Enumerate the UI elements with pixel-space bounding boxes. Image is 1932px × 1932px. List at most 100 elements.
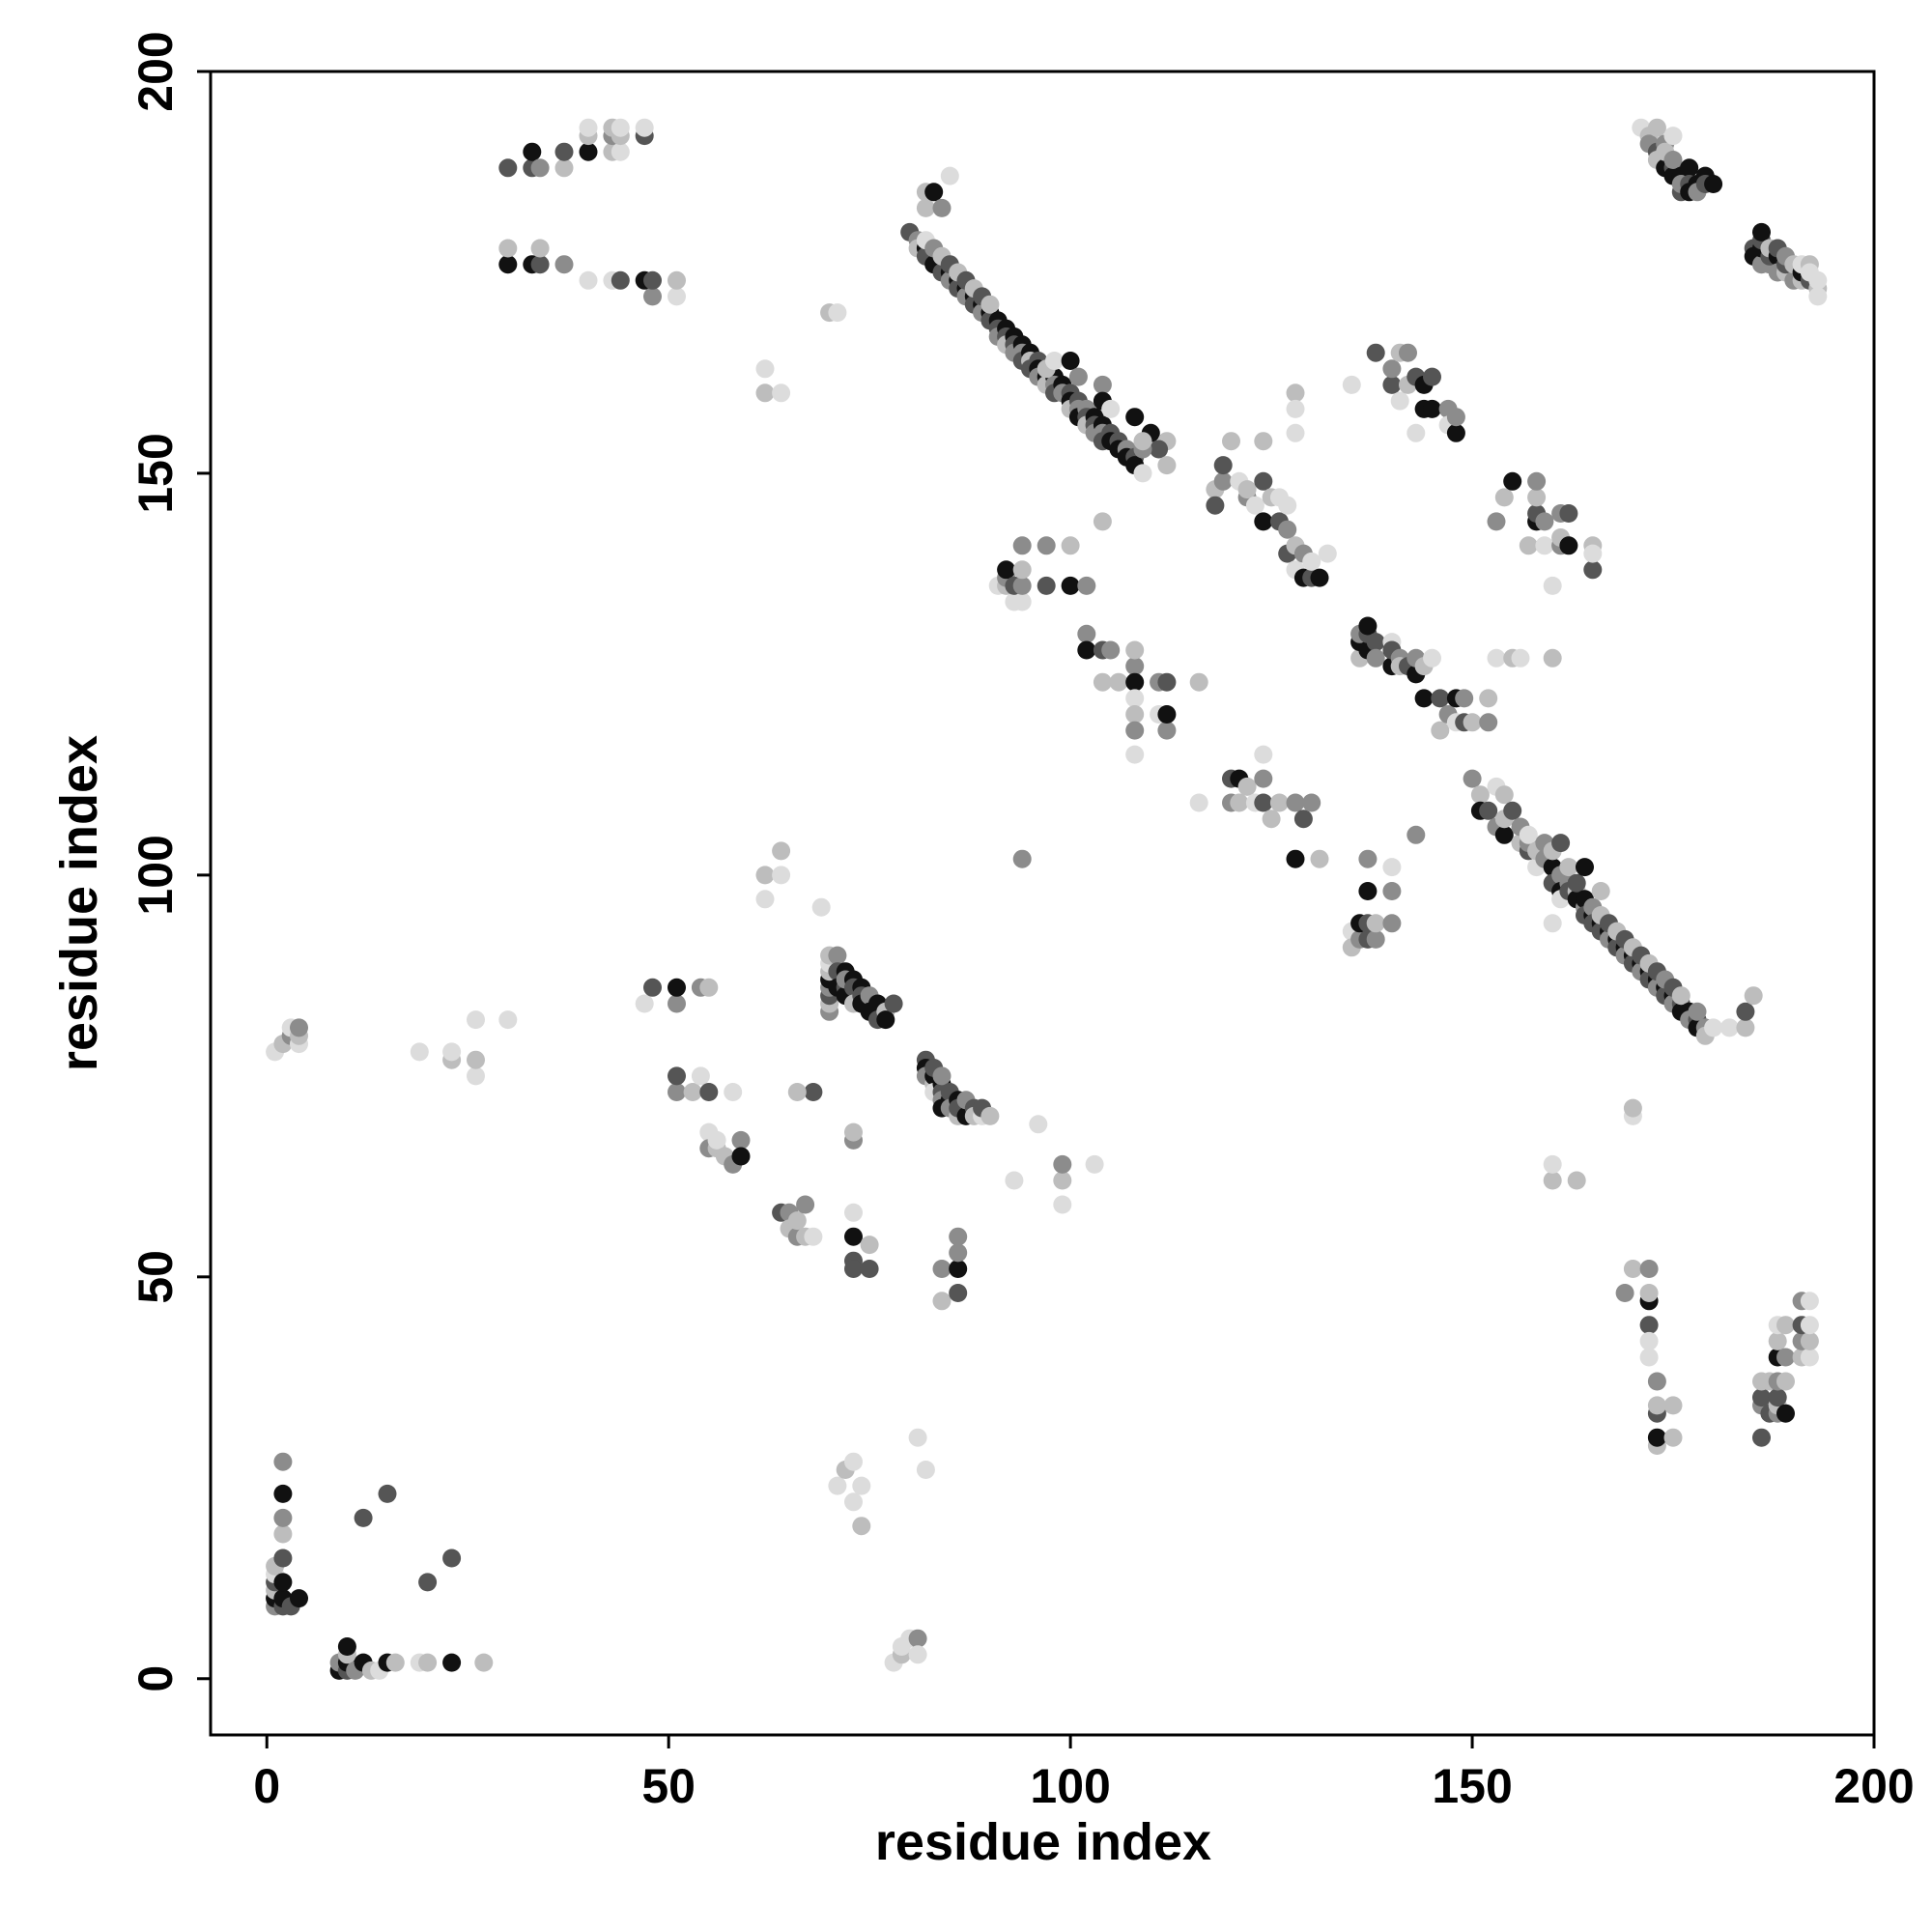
data-point bbox=[579, 118, 598, 137]
data-point bbox=[290, 1589, 308, 1608]
data-point bbox=[1663, 151, 1683, 169]
data-point bbox=[844, 1122, 863, 1142]
data-point bbox=[579, 270, 598, 290]
data-point bbox=[668, 287, 686, 306]
data-point bbox=[1382, 882, 1402, 900]
x-tick-label: 200 bbox=[1833, 1759, 1914, 1813]
data-point bbox=[467, 1066, 485, 1086]
data-point bbox=[1254, 769, 1273, 788]
y-tick-label: 100 bbox=[128, 835, 183, 915]
data-point bbox=[691, 1066, 710, 1086]
data-point bbox=[1109, 672, 1128, 692]
data-point bbox=[1623, 1260, 1642, 1278]
x-axis: 0 50 100 150 200 bbox=[253, 1735, 1915, 1813]
data-point bbox=[1061, 352, 1080, 370]
data-point bbox=[1093, 512, 1112, 531]
data-point bbox=[1125, 721, 1145, 740]
data-point bbox=[498, 255, 518, 274]
data-point bbox=[1647, 1428, 1666, 1447]
data-point bbox=[1559, 858, 1578, 877]
data-point bbox=[1133, 464, 1152, 483]
data-point bbox=[1254, 512, 1273, 531]
data-point bbox=[1808, 287, 1828, 306]
data-point bbox=[1519, 536, 1538, 555]
data-point bbox=[1189, 793, 1208, 812]
data-point bbox=[1125, 689, 1145, 708]
data-point bbox=[1535, 536, 1554, 555]
data-point bbox=[1776, 1348, 1795, 1367]
data-point bbox=[852, 1517, 871, 1536]
data-point bbox=[467, 1050, 485, 1069]
data-point bbox=[1494, 825, 1514, 844]
data-point bbox=[1414, 689, 1434, 708]
data-point bbox=[1479, 801, 1498, 820]
data-point bbox=[1567, 873, 1586, 893]
data-point bbox=[410, 1042, 429, 1062]
x-tick-label: 50 bbox=[641, 1759, 696, 1813]
data-point bbox=[1085, 1154, 1104, 1174]
data-point bbox=[668, 270, 686, 290]
data-point bbox=[1269, 793, 1289, 812]
data-point bbox=[1423, 399, 1441, 418]
data-point bbox=[1302, 552, 1321, 571]
data-point bbox=[635, 118, 654, 137]
data-point bbox=[1768, 1388, 1787, 1407]
data-point bbox=[1053, 1171, 1072, 1190]
data-point bbox=[1302, 793, 1321, 812]
data-point bbox=[1431, 721, 1450, 740]
data-point bbox=[467, 1010, 485, 1030]
data-point bbox=[668, 1083, 686, 1101]
data-point bbox=[844, 1227, 863, 1246]
data-point bbox=[1591, 882, 1610, 900]
data-point bbox=[1045, 352, 1064, 370]
data-point bbox=[579, 142, 598, 161]
data-point bbox=[844, 1452, 863, 1471]
data-point bbox=[1189, 672, 1208, 692]
data-point bbox=[1157, 721, 1177, 740]
data-point bbox=[1800, 1331, 1819, 1350]
data-point bbox=[1254, 471, 1273, 491]
data-point bbox=[1286, 793, 1305, 812]
data-point bbox=[699, 1083, 719, 1101]
data-point bbox=[1093, 672, 1112, 692]
data-point bbox=[273, 1524, 293, 1544]
data-point bbox=[1278, 496, 1297, 515]
y-tick-label: 150 bbox=[128, 433, 183, 513]
data-point bbox=[1776, 1372, 1795, 1391]
data-point bbox=[908, 1428, 927, 1447]
data-point bbox=[1671, 986, 1690, 1006]
data-point bbox=[1358, 849, 1378, 868]
data-point bbox=[1101, 399, 1121, 418]
data-point bbox=[932, 198, 952, 217]
data-point bbox=[1511, 648, 1530, 668]
data-point bbox=[1680, 158, 1699, 178]
data-point bbox=[1567, 1171, 1586, 1190]
data-point bbox=[498, 158, 518, 178]
data-point bbox=[273, 1548, 293, 1568]
data-point bbox=[1535, 512, 1554, 531]
data-point bbox=[418, 1573, 438, 1592]
data-point bbox=[1639, 1331, 1659, 1350]
data-point bbox=[731, 1147, 751, 1166]
data-point bbox=[828, 1476, 847, 1495]
data-point bbox=[949, 1227, 968, 1246]
data-point bbox=[1744, 986, 1763, 1006]
data-point bbox=[1012, 536, 1032, 555]
data-point bbox=[707, 1130, 726, 1150]
data-point bbox=[1230, 793, 1249, 812]
data-point bbox=[530, 239, 550, 258]
data-point bbox=[908, 1645, 927, 1664]
data-point bbox=[1406, 825, 1426, 844]
data-point bbox=[683, 1083, 702, 1101]
data-point bbox=[1358, 882, 1378, 900]
data-point bbox=[1406, 423, 1426, 442]
data-point bbox=[804, 1227, 823, 1246]
data-point bbox=[1688, 1002, 1707, 1021]
data-point bbox=[1012, 576, 1032, 595]
data-point bbox=[1776, 1316, 1795, 1335]
data-point bbox=[378, 1484, 397, 1503]
data-point bbox=[1254, 793, 1273, 812]
data-point bbox=[1446, 408, 1465, 427]
data-point bbox=[1254, 745, 1273, 764]
data-point bbox=[997, 560, 1016, 580]
